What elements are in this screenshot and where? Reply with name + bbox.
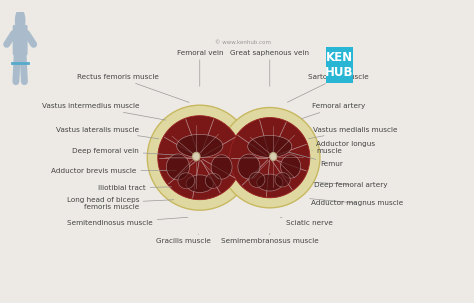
Circle shape	[16, 10, 25, 32]
Text: KEN
HUB: KEN HUB	[325, 51, 354, 79]
Text: Adductor magnus muscle: Adductor magnus muscle	[310, 199, 403, 206]
Ellipse shape	[238, 154, 260, 179]
Ellipse shape	[192, 152, 200, 161]
Ellipse shape	[275, 172, 290, 187]
Text: Adductor brevis muscle: Adductor brevis muscle	[51, 168, 176, 174]
Text: Long head of biceps
femoris muscle: Long head of biceps femoris muscle	[67, 197, 174, 210]
Text: Gracilis muscle: Gracilis muscle	[156, 234, 211, 244]
Text: Vastus intermedius muscle: Vastus intermedius muscle	[42, 103, 166, 120]
Ellipse shape	[177, 134, 223, 158]
Circle shape	[147, 105, 252, 210]
Ellipse shape	[249, 172, 265, 187]
Circle shape	[229, 118, 310, 198]
Ellipse shape	[257, 174, 283, 191]
Ellipse shape	[166, 154, 190, 180]
Ellipse shape	[186, 175, 213, 192]
Ellipse shape	[211, 155, 232, 179]
Text: Sartorius muscle: Sartorius muscle	[287, 74, 369, 102]
Circle shape	[219, 108, 320, 208]
Text: Vastus medialis muscle: Vastus medialis muscle	[309, 127, 397, 139]
Ellipse shape	[248, 135, 292, 158]
Ellipse shape	[270, 152, 277, 161]
FancyBboxPatch shape	[13, 25, 27, 55]
Text: Rectus femoris muscle: Rectus femoris muscle	[77, 74, 189, 102]
Text: Deep femoral artery: Deep femoral artery	[313, 181, 388, 188]
Text: Vastus lateralis muscle: Vastus lateralis muscle	[56, 127, 159, 139]
Text: Femoral artery: Femoral artery	[301, 103, 365, 119]
Text: Great saphenous vein: Great saphenous vein	[230, 50, 309, 86]
Text: Femur: Femur	[289, 152, 343, 167]
Text: Femoral vein: Femoral vein	[176, 50, 223, 86]
Text: Semimembranosus muscle: Semimembranosus muscle	[221, 234, 319, 244]
Text: Sciatic nerve: Sciatic nerve	[281, 218, 333, 226]
Ellipse shape	[178, 173, 195, 189]
Text: Semitendinosus muscle: Semitendinosus muscle	[67, 217, 188, 226]
Ellipse shape	[281, 155, 301, 178]
Ellipse shape	[205, 173, 221, 188]
Text: Deep femoral vein: Deep femoral vein	[73, 148, 180, 155]
Circle shape	[158, 116, 242, 200]
Text: Adductor longus
muscle: Adductor longus muscle	[312, 141, 375, 154]
Text: Iliotibial tract: Iliotibial tract	[98, 185, 172, 191]
Text: © www.kenhub.com: © www.kenhub.com	[215, 39, 271, 45]
FancyBboxPatch shape	[326, 47, 353, 83]
